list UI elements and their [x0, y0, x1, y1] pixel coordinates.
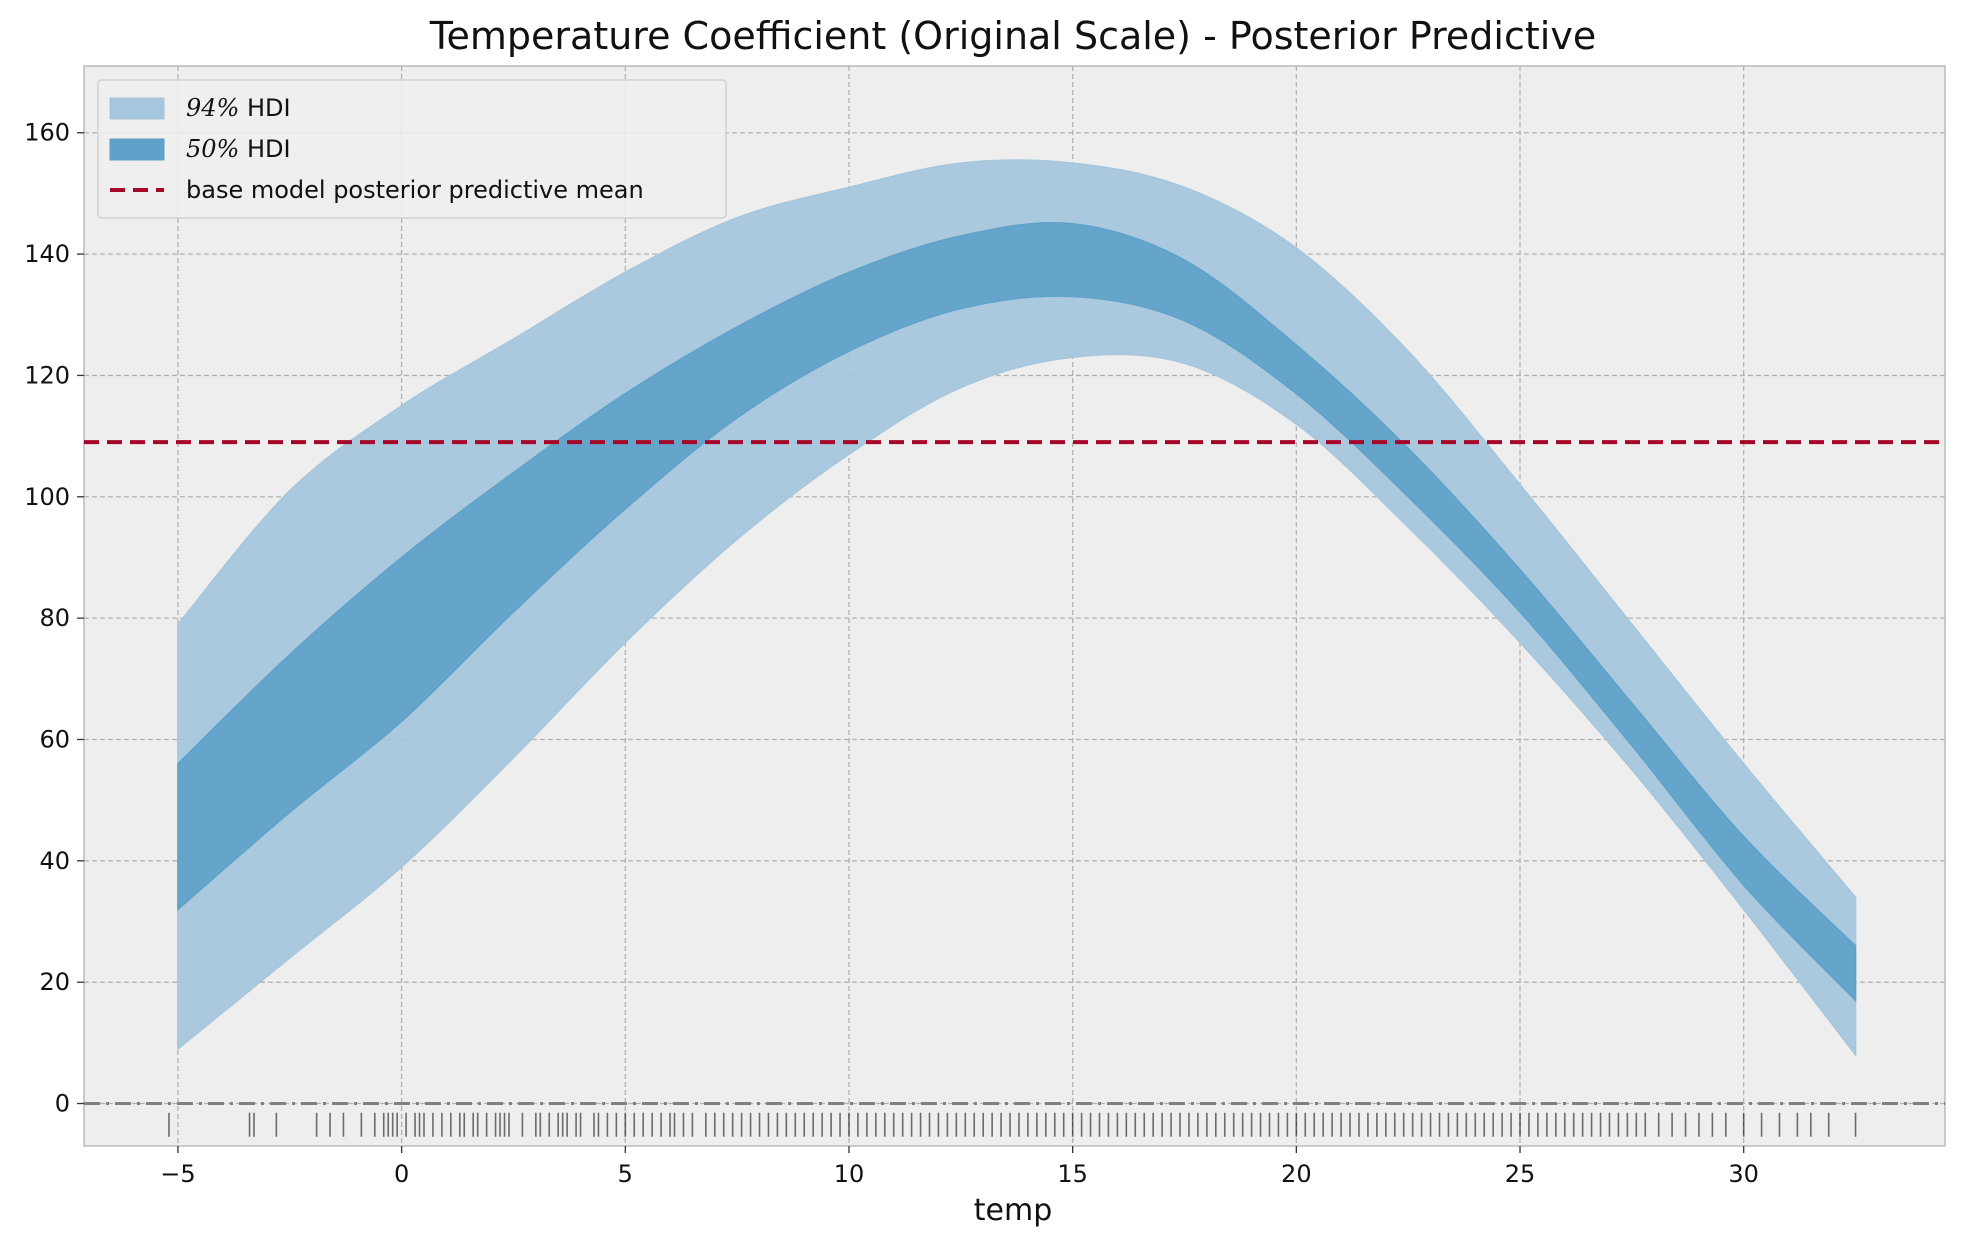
x-axis-label: temp: [974, 1193, 1053, 1228]
x-tick-label: 20: [1281, 1160, 1312, 1188]
x-tick-label: 10: [834, 1160, 865, 1188]
x-tick-label: 25: [1505, 1160, 1536, 1188]
y-tick-label: 160: [24, 119, 70, 147]
x-tick-label: 0: [394, 1160, 409, 1188]
x-tick-label: 15: [1057, 1160, 1088, 1188]
legend-swatch-hdi50: [109, 138, 165, 161]
legend: 94% HDI 50% HDI base model posterior predi…: [97, 79, 727, 219]
x-tick-label: −5: [160, 1160, 195, 1188]
y-tick-label: 120: [24, 361, 70, 389]
y-axis-ticks: 0 20 40 60 80 100 120 140 160: [24, 119, 84, 1118]
x-axis-ticks: −5 0 5 10 15 20 25 30: [160, 1146, 1759, 1188]
y-tick-label: 0: [55, 1090, 70, 1118]
hdi50-band: [177, 221, 1857, 1003]
y-tick-label: 140: [24, 240, 70, 268]
legend-label-hdi94: 94% HDI: [186, 94, 291, 122]
legend-label-hdi50: 50% HDI: [186, 135, 291, 163]
chart-title: Temperature Coefficient (Original Scale)…: [429, 14, 1596, 58]
reference-lines: [84, 440, 1945, 1106]
rug-plot: [168, 1112, 1857, 1137]
hdi-bands: [177, 159, 1857, 1058]
hdi94-band: [177, 159, 1857, 1058]
y-tick-label: 60: [39, 725, 70, 753]
y-tick-label: 100: [24, 483, 70, 511]
x-tick-label: 30: [1728, 1160, 1759, 1188]
x-tick-label: 5: [618, 1160, 633, 1188]
y-tick-label: 80: [39, 604, 70, 632]
legend-swatch-hdi94: [109, 97, 165, 120]
y-tick-label: 20: [39, 968, 70, 996]
legend-label-base_mean: base model posterior predictive mean: [186, 176, 644, 204]
y-tick-label: 40: [39, 847, 70, 875]
legend-frame: [97, 79, 727, 219]
